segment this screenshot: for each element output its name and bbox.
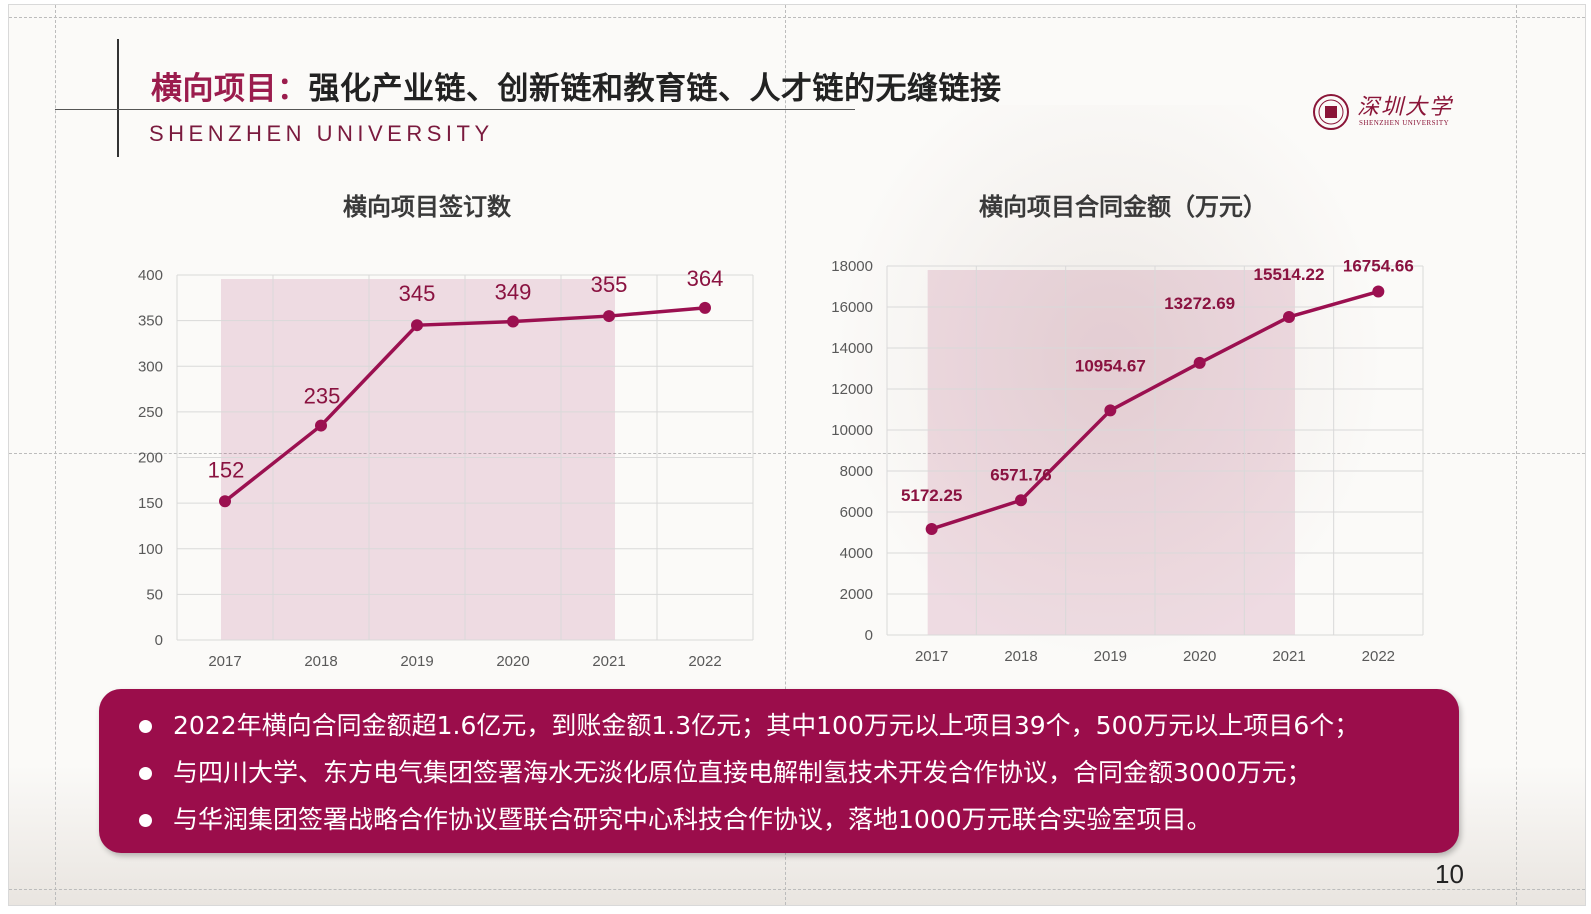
- x-tick-label: 2022: [688, 653, 721, 670]
- data-label: 364: [687, 266, 724, 291]
- data-label: 5172.25: [901, 486, 962, 505]
- chart2-title: 横向项目合同金额（万元）: [979, 193, 1267, 221]
- x-tick-label: 2017: [915, 648, 948, 665]
- university-seal-icon: [1313, 94, 1349, 130]
- title-accent-bar: [117, 39, 119, 157]
- data-label: 355: [591, 272, 628, 297]
- title-rest: 强化产业链、创新链和教育链、人才链的无缝链接: [308, 71, 1002, 107]
- university-logo-text: 深圳大学: [1357, 95, 1454, 120]
- y-tick-label: 150: [138, 495, 163, 512]
- highlight-band: [927, 270, 1295, 635]
- y-tick-label: 14000: [831, 340, 873, 357]
- series-line: [931, 289, 1379, 531]
- series-line: [223, 306, 706, 503]
- x-tick-label: 2017: [208, 653, 241, 670]
- data-point: [603, 310, 615, 323]
- y-tick-label: 200: [138, 450, 163, 467]
- guide-line: [9, 889, 1585, 890]
- y-tick-label: 12000: [831, 381, 873, 398]
- slide: 横向项目：强化产业链、创新链和教育链、人才链的无缝链接 SHENZHEN UNI…: [8, 4, 1586, 906]
- x-tick-label: 2022: [1362, 648, 1395, 665]
- data-label: 349: [495, 280, 532, 305]
- y-tick-label: 100: [138, 541, 163, 558]
- summary-bullet: 2022年横向合同金额超1.6亿元，到账金额1.3亿元；其中100万元以上项目3…: [138, 702, 1359, 749]
- data-point: [1193, 356, 1206, 369]
- y-tick-label: 16000: [831, 299, 873, 316]
- y-tick-label: 400: [138, 267, 163, 284]
- title-highlight: 横向项目：: [151, 71, 309, 107]
- y-tick-label: 4000: [840, 545, 873, 562]
- data-label: 15514.22: [1254, 265, 1325, 284]
- summary-bullet: 与四川大学、东方电气集团签署海水无淡化原位直接电解制氢技术开发合作协议，合同金额…: [138, 749, 1359, 796]
- summary-bullet: 与华润集团签署战略合作协议暨联合研究中心科技合作协议，落地1000万元联合实验室…: [138, 796, 1359, 843]
- x-tick-label: 2021: [592, 653, 625, 670]
- data-point: [411, 319, 423, 332]
- guide-line: [9, 453, 1585, 454]
- y-tick-label: 2000: [840, 586, 873, 603]
- data-label: 345: [399, 281, 436, 306]
- x-tick-label: 2018: [304, 653, 337, 670]
- summary-box: 2022年横向合同金额超1.6亿元，到账金额1.3亿元；其中100万元以上项目3…: [99, 689, 1459, 853]
- background-building-wash: [829, 105, 1389, 665]
- data-point: [1372, 285, 1385, 298]
- data-point: [1015, 494, 1027, 507]
- x-tick-label: 2020: [1183, 648, 1216, 665]
- y-tick-label: 50: [146, 586, 163, 603]
- chart2-plot: 0 2000 4000 6000 8000 10000 12000 14000 16000 180…: [831, 257, 1424, 665]
- y-tick-label: 6000: [840, 504, 873, 521]
- highlight-band: [221, 279, 615, 640]
- summary-list: 2022年横向合同金额超1.6亿元，到账金额1.3亿元；其中100万元以上项目3…: [138, 702, 1359, 843]
- data-point: [699, 301, 711, 314]
- data-label: 13272.69: [1164, 294, 1235, 313]
- chart1-title: 横向项目签订数: [343, 193, 511, 221]
- data-point: [219, 495, 231, 508]
- x-tick-label: 2021: [1272, 648, 1305, 665]
- x-tick-label: 2019: [1094, 648, 1127, 665]
- guide-line: [1516, 5, 1517, 905]
- y-tick-label: 250: [138, 404, 163, 421]
- page-subtitle: SHENZHEN UNIVERSITY: [149, 121, 494, 146]
- university-logo-subtext: SHENZHEN UNIVERSITY: [1359, 119, 1450, 127]
- title-underline: [55, 109, 855, 110]
- data-label: 16754.66: [1343, 257, 1414, 276]
- guide-line: [55, 5, 56, 905]
- data-point: [1283, 310, 1295, 323]
- data-label: 152: [208, 457, 245, 482]
- x-tick-label: 2020: [496, 653, 529, 670]
- page-title: 横向项目：强化产业链、创新链和教育链、人才链的无缝链接: [151, 63, 1002, 108]
- data-label: 235: [304, 384, 341, 409]
- data-point: [1104, 404, 1117, 417]
- y-tick-label: 18000: [831, 258, 873, 275]
- x-tick-label: 2019: [400, 653, 433, 670]
- data-point: [925, 522, 938, 535]
- data-label: 10954.67: [1075, 356, 1146, 375]
- y-tick-label: 0: [865, 627, 873, 644]
- guide-line: [785, 5, 786, 905]
- y-tick-label: 10000: [831, 422, 873, 439]
- y-tick-label: 8000: [840, 463, 873, 480]
- x-tick-label: 2018: [1004, 648, 1037, 665]
- page-number: 10: [1435, 859, 1464, 889]
- guide-line: [9, 17, 1585, 18]
- y-tick-label: 350: [138, 313, 163, 330]
- y-tick-label: 0: [155, 632, 163, 649]
- data-point: [315, 419, 327, 432]
- data-label: 6571.76: [990, 465, 1051, 484]
- chart1-plot: 0 50 100 150 200 250 300 350 400 2017 2018 2019 2020…: [138, 266, 754, 670]
- y-tick-label: 300: [138, 358, 163, 375]
- data-point: [507, 315, 519, 328]
